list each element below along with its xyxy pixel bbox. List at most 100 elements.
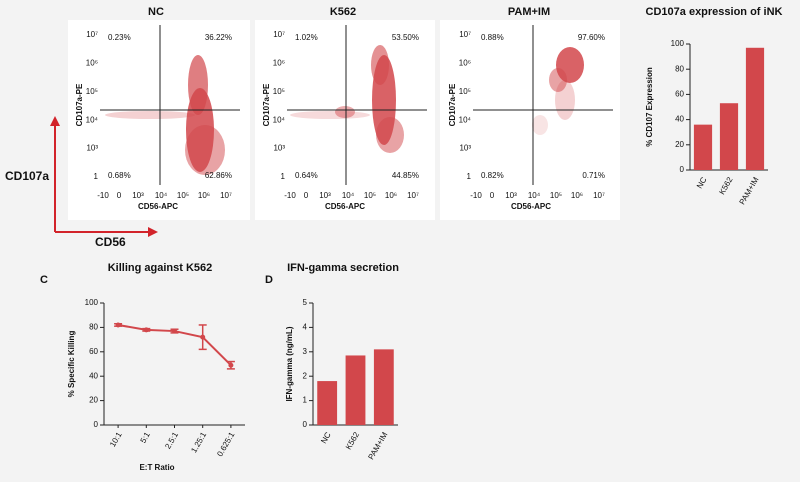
flow-y-tick: 10⁶ <box>86 59 98 68</box>
flow-x-tick: 10³ <box>319 191 331 200</box>
flow-x-tick: 10⁷ <box>593 191 605 200</box>
quadrant-percent: 97.60% <box>578 33 605 42</box>
chart-title: IFN-gamma secretion <box>287 262 399 274</box>
flow-x-tick: 10³ <box>132 191 144 200</box>
flow-x-tick: 10⁶ <box>198 191 210 200</box>
dot-cloud <box>290 111 370 119</box>
flow-x-tick: -10 <box>470 191 482 200</box>
quadrant-percent: 0.71% <box>582 171 605 180</box>
axis-label-y: CD107a <box>5 169 49 183</box>
flow-y-tick: 10⁵ <box>86 87 98 96</box>
dot-cloud <box>185 125 225 175</box>
x-tick-label: NC <box>695 175 709 190</box>
axis-label-x: CD56 <box>95 235 126 249</box>
dot-cloud <box>555 80 575 120</box>
flow-x-tick: 10⁷ <box>220 191 232 200</box>
bar <box>719 103 739 170</box>
y-tick-label: 60 <box>89 347 98 356</box>
y-tick-label: 2 <box>303 371 308 380</box>
x-tick-label: PAM+IM <box>738 175 761 206</box>
quadrant-percent: 44.85% <box>392 171 419 180</box>
flow-x-label: CD56-APC <box>511 202 551 211</box>
y-tick-label: 3 <box>303 347 308 356</box>
flow-x-tick: 0 <box>117 191 122 200</box>
x-tick-label: 10:1 <box>108 430 124 448</box>
bar <box>317 381 338 425</box>
quadrant-percent: 62.86% <box>205 171 232 180</box>
bar <box>345 355 366 425</box>
flow-y-tick: 10⁷ <box>273 30 285 39</box>
point <box>200 334 206 340</box>
y-tick-label: 80 <box>675 64 684 73</box>
arrow-head <box>148 227 158 237</box>
flow-panel-bg <box>68 20 250 220</box>
y-tick-label: 100 <box>671 39 685 48</box>
x-tick-label: PAM+IM <box>366 430 389 461</box>
dot-cloud <box>371 45 389 85</box>
dot-cloud <box>335 106 355 118</box>
quadrant-percent: 53.50% <box>392 33 419 42</box>
y-tick-label: 20 <box>89 396 98 405</box>
y-tick-label: 100 <box>85 298 99 307</box>
flow-y-label: CD107a-PE <box>75 83 84 126</box>
flow-y-tick: 10⁷ <box>459 30 471 39</box>
dot-cloud <box>188 55 208 115</box>
point <box>172 328 177 334</box>
dot-cloud <box>376 117 404 153</box>
flow-x-tick: 0 <box>304 191 309 200</box>
quadrant-percent: 0.68% <box>108 171 131 180</box>
x-tick-label: 5:1 <box>139 430 153 445</box>
x-tick-label: K562 <box>717 175 734 196</box>
point <box>143 327 149 333</box>
quadrant-percent: 36.22% <box>205 33 232 42</box>
flow-x-tick: -10 <box>97 191 109 200</box>
flow-y-label: CD107a-PE <box>448 83 457 126</box>
quadrant-percent: 1.02% <box>295 33 318 42</box>
x-tick-label: NC <box>319 430 333 445</box>
flow-title: K562 <box>330 6 356 18</box>
flow-y-tick: 10⁴ <box>273 115 286 124</box>
flow-x-tick: 10⁵ <box>177 191 189 200</box>
flow-y-tick: 10³ <box>86 144 98 153</box>
y-tick-label: 20 <box>675 140 684 149</box>
y-axis-label: IFN-gamma (ng/mL) <box>285 326 294 401</box>
quadrant-percent: 0.88% <box>481 33 504 42</box>
quadrant-percent: 0.64% <box>295 171 318 180</box>
y-axis-label: % Specific Killing <box>67 331 76 398</box>
flow-y-tick: 10⁵ <box>459 87 471 96</box>
flow-y-tick: 1 <box>281 172 286 181</box>
x-tick-label: K562 <box>344 430 361 451</box>
bar <box>745 47 765 170</box>
x-tick-label: 0.625:1 <box>215 430 236 458</box>
flow-y-tick: 1 <box>467 172 472 181</box>
bar <box>693 124 713 170</box>
flow-title: NC <box>148 6 164 18</box>
flow-y-tick: 10⁶ <box>459 59 471 68</box>
y-tick-label: 40 <box>89 371 98 380</box>
flow-y-tick: 10⁴ <box>459 115 472 124</box>
flow-x-tick: 10³ <box>505 191 517 200</box>
quadrant-percent: 0.23% <box>108 33 131 42</box>
flow-x-tick: 0 <box>490 191 495 200</box>
flow-y-tick: 1 <box>94 172 99 181</box>
flow-y-tick: 10⁶ <box>273 59 285 68</box>
flow-panel-bg <box>255 20 435 220</box>
flow-y-tick: 10³ <box>459 144 471 153</box>
point <box>228 362 234 368</box>
panel-label: D <box>265 274 273 286</box>
y-tick-label: 1 <box>303 396 308 405</box>
y-tick-label: 5 <box>303 298 308 307</box>
y-tick-label: 80 <box>89 323 98 332</box>
flow-x-tick: -10 <box>284 191 296 200</box>
x-tick-label: 1.25:1 <box>189 430 208 454</box>
y-tick-label: 0 <box>94 420 99 429</box>
flow-x-tick: 10⁴ <box>342 191 355 200</box>
y-axis-label: % CD107 Expression <box>645 67 654 147</box>
flow-x-tick: 10⁶ <box>571 191 583 200</box>
flow-panel-bg <box>440 20 620 220</box>
flow-y-tick: 10³ <box>273 144 285 153</box>
y-tick-label: 60 <box>675 90 684 99</box>
flow-y-tick: 10⁴ <box>86 115 99 124</box>
flow-y-tick: 10⁷ <box>86 30 98 39</box>
